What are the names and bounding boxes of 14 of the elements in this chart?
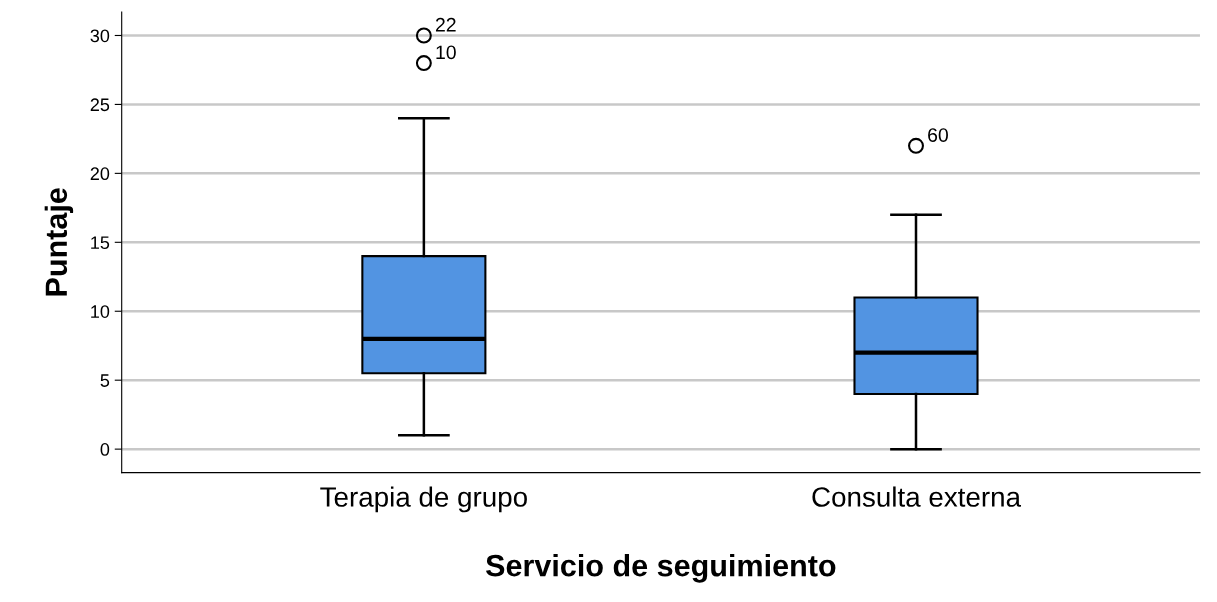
y-tick-label: 20 [90,167,110,181]
annotation: 10 [436,45,456,60]
y-tick-label: 5 [100,374,110,387]
annotation: 22 [435,17,456,32]
x-tick-label: Terapia de grupo [320,486,527,513]
y-axis-title: Puntaje [44,188,74,296]
x-axis-title: Servicio de seguimiento [485,554,836,583]
y-tick-label: 25 [90,98,110,112]
y-tick-label: 30 [90,29,110,43]
x-tick-label: Consulta externa [812,486,1022,507]
annotation: 60 [928,128,948,142]
y-tick-label: 10 [91,305,110,318]
y-tick-label: 0 [100,443,110,456]
y-tick-label: 15 [91,236,110,250]
